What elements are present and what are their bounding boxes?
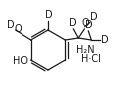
- Text: O: O: [15, 24, 22, 34]
- Text: D: D: [45, 10, 52, 20]
- Text: H·Cl: H·Cl: [81, 54, 101, 64]
- Text: D: D: [84, 20, 92, 30]
- Text: O: O: [81, 18, 89, 28]
- Text: D: D: [101, 35, 108, 45]
- Text: D: D: [69, 18, 77, 28]
- Text: D: D: [6, 20, 14, 30]
- Text: H₂N: H₂N: [76, 45, 95, 55]
- Text: D: D: [90, 12, 98, 22]
- Text: HO: HO: [13, 56, 28, 66]
